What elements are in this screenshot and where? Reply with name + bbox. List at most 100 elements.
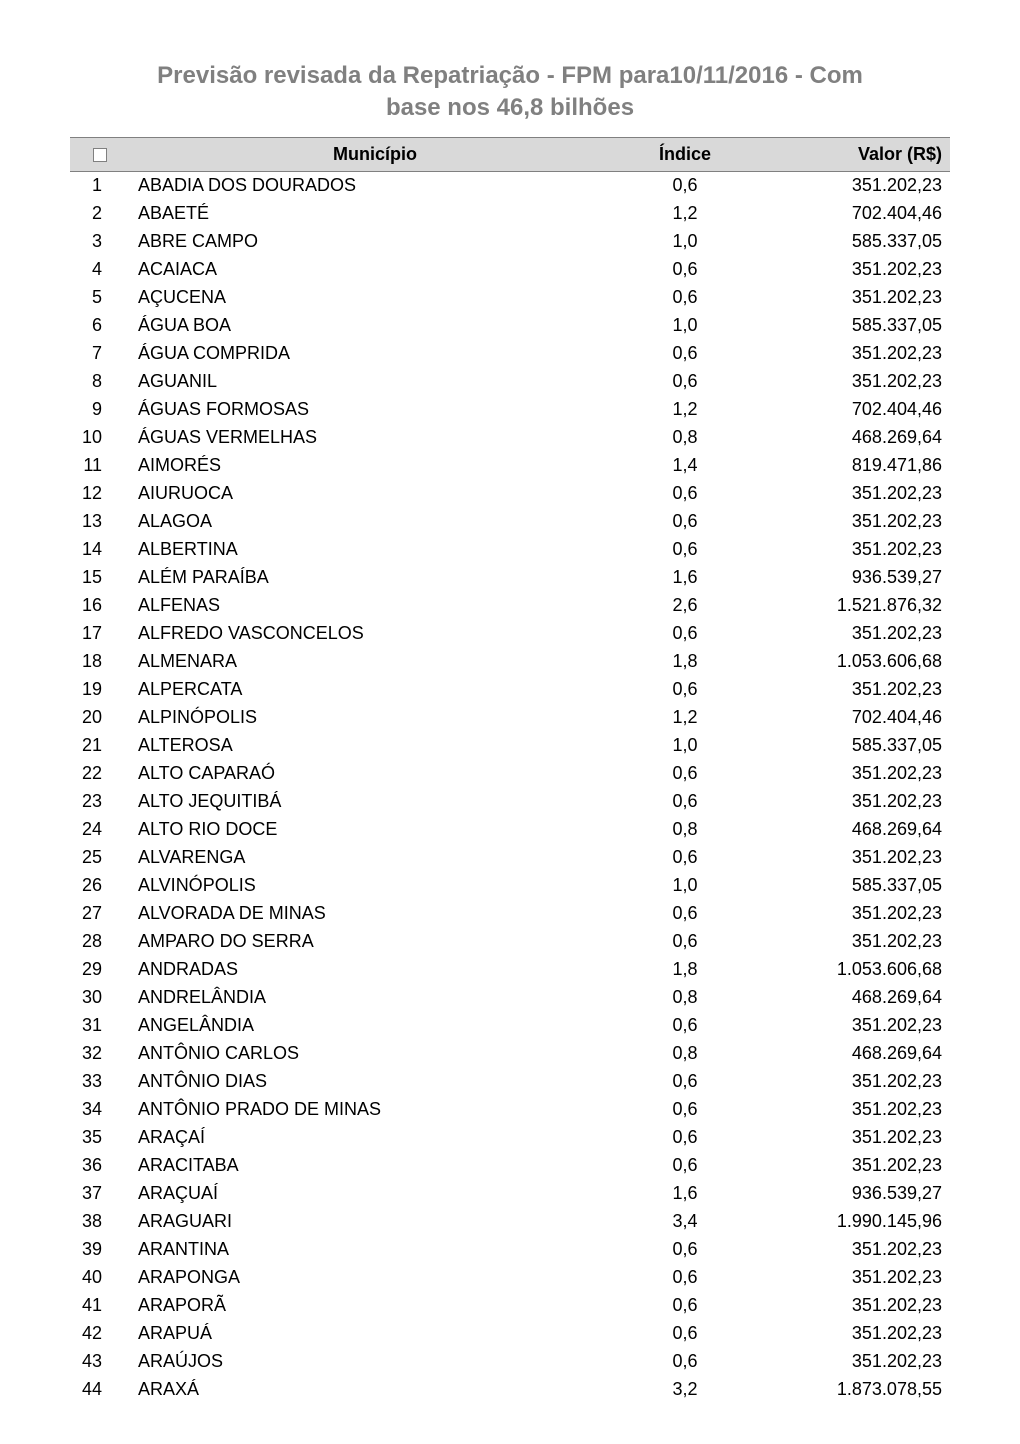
page-title: Previsão revisada da Repatriação - FPM p…	[70, 60, 950, 125]
row-indice: 0,6	[620, 480, 750, 508]
row-index: 28	[70, 928, 130, 956]
row-valor: 1.873.078,55	[750, 1376, 950, 1404]
row-municipio: ÁGUA COMPRIDA	[130, 340, 620, 368]
row-municipio: ANTÔNIO CARLOS	[130, 1040, 620, 1068]
row-valor: 351.202,23	[750, 844, 950, 872]
row-valor: 351.202,23	[750, 1348, 950, 1376]
row-valor: 351.202,23	[750, 480, 950, 508]
row-index: 33	[70, 1068, 130, 1096]
row-index: 16	[70, 592, 130, 620]
table-row: 35ARAÇAÍ0,6351.202,23	[70, 1124, 950, 1152]
row-valor: 351.202,23	[750, 1320, 950, 1348]
row-index: 31	[70, 1012, 130, 1040]
row-valor: 351.202,23	[750, 1096, 950, 1124]
title-line-2: base nos 46,8 bilhões	[386, 94, 634, 121]
row-indice: 0,8	[620, 1040, 750, 1068]
table-row: 32ANTÔNIO CARLOS0,8468.269,64	[70, 1040, 950, 1068]
row-index: 15	[70, 564, 130, 592]
row-indice: 0,6	[620, 1292, 750, 1320]
row-index: 19	[70, 676, 130, 704]
row-index: 9	[70, 396, 130, 424]
title-line-1: Previsão revisada da Repatriação - FPM p…	[157, 62, 863, 89]
table-row: 29ANDRADAS1,81.053.606,68	[70, 956, 950, 984]
row-municipio: ARAPORÃ	[130, 1292, 620, 1320]
row-indice: 1,8	[620, 956, 750, 984]
row-index: 26	[70, 872, 130, 900]
row-indice: 1,8	[620, 648, 750, 676]
row-index: 6	[70, 312, 130, 340]
row-indice: 0,6	[620, 1152, 750, 1180]
row-municipio: ALTO JEQUITIBÁ	[130, 788, 620, 816]
row-valor: 1.990.145,96	[750, 1208, 950, 1236]
table-row: 39ARANTINA0,6351.202,23	[70, 1236, 950, 1264]
table-row: 21ALTEROSA1,0585.337,05	[70, 732, 950, 760]
data-table: Município Índice Valor (R$) 1ABADIA DOS …	[70, 137, 950, 1404]
row-municipio: ARAPUÁ	[130, 1320, 620, 1348]
row-index: 4	[70, 256, 130, 284]
table-row: 6ÁGUA BOA1,0585.337,05	[70, 312, 950, 340]
row-index: 12	[70, 480, 130, 508]
row-municipio: ARAPONGA	[130, 1264, 620, 1292]
header-valor: Valor (R$)	[750, 137, 950, 171]
table-row: 31ANGELÂNDIA0,6351.202,23	[70, 1012, 950, 1040]
row-index: 2	[70, 200, 130, 228]
row-municipio: ALVARENGA	[130, 844, 620, 872]
table-row: 7ÁGUA COMPRIDA0,6351.202,23	[70, 340, 950, 368]
row-index: 35	[70, 1124, 130, 1152]
row-index: 14	[70, 536, 130, 564]
table-row: 41ARAPORÃ0,6351.202,23	[70, 1292, 950, 1320]
row-municipio: ABAETÉ	[130, 200, 620, 228]
row-indice: 3,2	[620, 1376, 750, 1404]
row-indice: 0,6	[620, 620, 750, 648]
row-valor: 351.202,23	[750, 620, 950, 648]
header-checkbox-cell	[70, 137, 130, 171]
row-valor: 351.202,23	[750, 900, 950, 928]
row-indice: 0,6	[620, 1348, 750, 1376]
row-index: 25	[70, 844, 130, 872]
row-index: 27	[70, 900, 130, 928]
select-all-checkbox[interactable]	[93, 148, 107, 162]
row-municipio: ALTEROSA	[130, 732, 620, 760]
row-indice: 1,6	[620, 564, 750, 592]
row-valor: 351.202,23	[750, 536, 950, 564]
table-row: 17ALFREDO VASCONCELOS0,6351.202,23	[70, 620, 950, 648]
row-municipio: ARANTINA	[130, 1236, 620, 1264]
row-municipio: ABADIA DOS DOURADOS	[130, 171, 620, 200]
row-indice: 0,8	[620, 984, 750, 1012]
table-header-row: Município Índice Valor (R$)	[70, 137, 950, 171]
table-row: 4ACAIACA0,6351.202,23	[70, 256, 950, 284]
row-municipio: AIURUOCA	[130, 480, 620, 508]
row-indice: 1,2	[620, 396, 750, 424]
row-index: 11	[70, 452, 130, 480]
table-row: 40ARAPONGA0,6351.202,23	[70, 1264, 950, 1292]
row-valor: 351.202,23	[750, 171, 950, 200]
table-row: 38ARAGUARI3,41.990.145,96	[70, 1208, 950, 1236]
table-body: 1ABADIA DOS DOURADOS0,6351.202,232ABAETÉ…	[70, 171, 950, 1404]
row-municipio: ANGELÂNDIA	[130, 1012, 620, 1040]
table-row: 5AÇUCENA0,6351.202,23	[70, 284, 950, 312]
row-index: 29	[70, 956, 130, 984]
row-valor: 351.202,23	[750, 1068, 950, 1096]
row-indice: 1,0	[620, 312, 750, 340]
row-municipio: ARAXÁ	[130, 1376, 620, 1404]
table-row: 23ALTO JEQUITIBÁ0,6351.202,23	[70, 788, 950, 816]
table-row: 25ALVARENGA0,6351.202,23	[70, 844, 950, 872]
row-indice: 0,6	[620, 788, 750, 816]
row-valor: 351.202,23	[750, 928, 950, 956]
row-index: 8	[70, 368, 130, 396]
row-municipio: ALTO RIO DOCE	[130, 816, 620, 844]
row-municipio: ALÉM PARAÍBA	[130, 564, 620, 592]
row-municipio: AÇUCENA	[130, 284, 620, 312]
row-valor: 351.202,23	[750, 508, 950, 536]
row-municipio: ALAGOA	[130, 508, 620, 536]
row-index: 37	[70, 1180, 130, 1208]
row-municipio: ARAÇUAÍ	[130, 1180, 620, 1208]
row-valor: 702.404,46	[750, 704, 950, 732]
row-valor: 468.269,64	[750, 1040, 950, 1068]
row-municipio: ANDRELÂNDIA	[130, 984, 620, 1012]
row-index: 18	[70, 648, 130, 676]
row-valor: 351.202,23	[750, 256, 950, 284]
row-municipio: AIMORÉS	[130, 452, 620, 480]
table-row: 44ARAXÁ3,21.873.078,55	[70, 1376, 950, 1404]
table-row: 14ALBERTINA0,6351.202,23	[70, 536, 950, 564]
